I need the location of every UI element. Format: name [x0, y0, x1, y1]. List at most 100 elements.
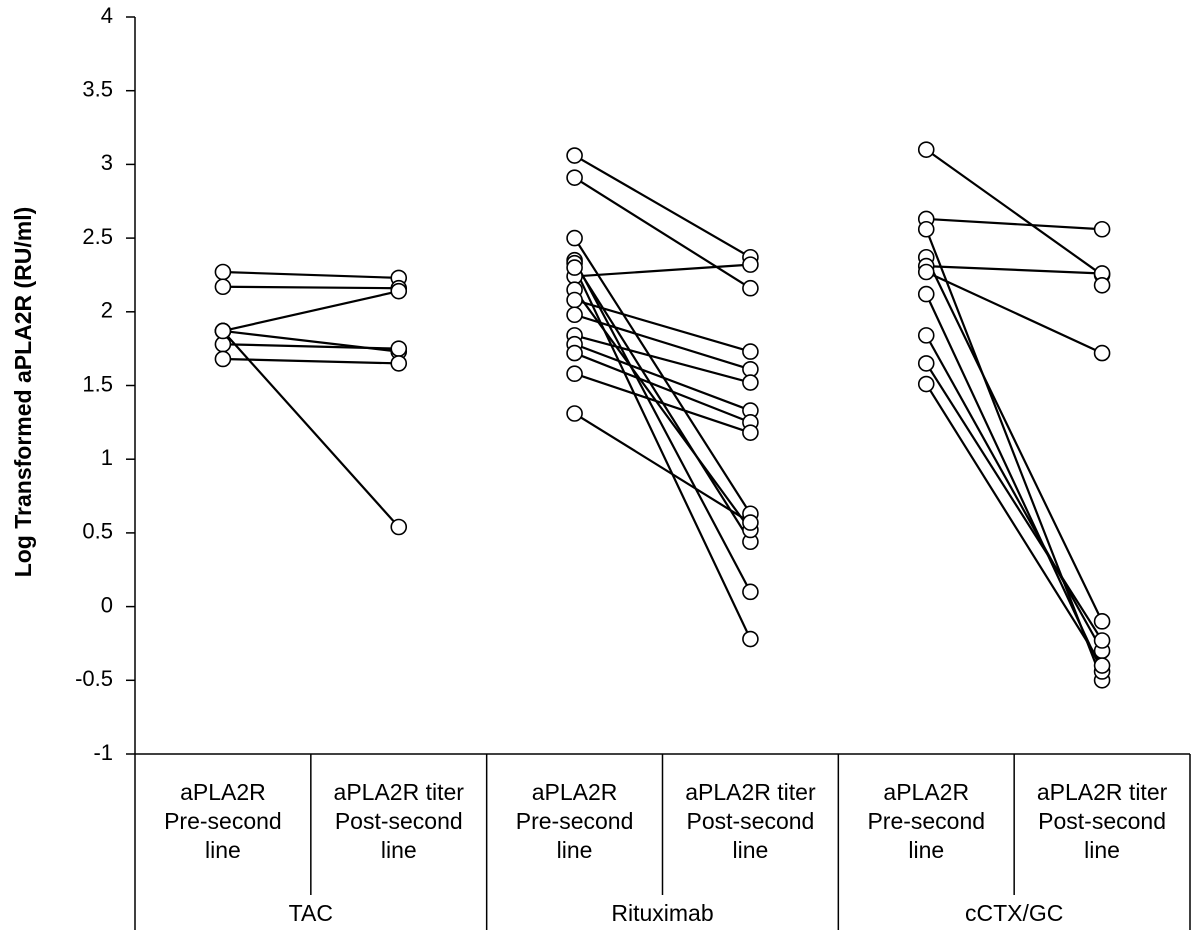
y-tick-label: 2.5	[82, 224, 113, 249]
x-category-label: line	[557, 837, 593, 863]
pair-line	[574, 352, 751, 424]
pre-point	[566, 259, 583, 276]
pre-point	[917, 327, 935, 344]
pair-line	[574, 412, 751, 524]
x-category-label: Pre-second	[516, 808, 634, 834]
x-category-label: aPLA2R titer	[334, 779, 465, 805]
y-tick-label: 1	[101, 445, 113, 470]
pre-point	[566, 306, 583, 324]
pair-line	[222, 270, 399, 279]
pre-point	[566, 344, 583, 362]
pre-point	[917, 355, 935, 372]
pair-line	[573, 289, 752, 531]
pre-point	[566, 229, 583, 247]
x-category-label: Post-second	[1038, 808, 1166, 834]
x-category-label: line	[908, 837, 944, 863]
post-point	[742, 583, 759, 601]
pair-line	[222, 357, 399, 365]
post-point	[1093, 220, 1111, 238]
pair-line	[925, 256, 1104, 622]
pair-line	[925, 362, 1104, 642]
x-category-label: aPLA2R titer	[1037, 779, 1168, 805]
post-point	[742, 514, 759, 531]
y-axis-title: Log Transformed aPLA2R (RU/ml)	[10, 207, 36, 578]
post-point	[390, 518, 408, 536]
pair-line	[925, 334, 1104, 652]
pre-point	[214, 322, 232, 340]
pair-line	[574, 372, 751, 434]
pair-line	[574, 334, 751, 384]
pair-line	[222, 290, 399, 333]
x-category-label: Post-second	[686, 808, 814, 834]
pair-line	[574, 263, 751, 278]
pair-lines	[222, 148, 1104, 681]
x-category-label: line	[205, 837, 241, 863]
x-group-label: Rituximab	[611, 900, 713, 926]
y-tick-label: 4	[101, 3, 113, 28]
pair-line	[925, 148, 1103, 276]
pre-point	[214, 350, 232, 368]
pair-line	[573, 259, 752, 593]
data-markers	[214, 141, 1111, 689]
pair-line	[222, 285, 399, 290]
y-tick-label: 1.5	[82, 371, 113, 396]
axes: -1 -0.5 0 0.5 1 1.5 2 2.5 3 3.5 4 aPLA2R Pre-second l…	[75, 3, 1191, 930]
pre-point	[917, 285, 935, 303]
x-category-label: line	[381, 837, 417, 863]
x-category-label: aPLA2R	[180, 779, 266, 805]
x-category-label: line	[733, 837, 769, 863]
post-point	[742, 630, 759, 648]
x-category-label: line	[1084, 837, 1120, 863]
pre-point	[566, 405, 583, 422]
x-group-label: cCTX/GC	[965, 900, 1063, 926]
post-point	[1093, 657, 1111, 674]
post-point	[390, 282, 408, 300]
x-category-label: aPLA2R	[883, 779, 969, 805]
pair-line	[926, 265, 1103, 275]
pair-line	[574, 343, 751, 412]
pair-line	[925, 293, 1104, 672]
y-axis-title-group: Log Transformed aPLA2R (RU/ml)	[10, 207, 36, 578]
y-tick-label: 3.5	[82, 77, 113, 102]
pre-point	[566, 291, 583, 309]
post-point	[742, 374, 759, 391]
pair-line	[222, 343, 399, 350]
x-category-label: Pre-second	[164, 808, 282, 834]
pre-point	[566, 147, 583, 164]
post-point	[390, 355, 408, 372]
pair-line	[574, 313, 751, 371]
post-point	[390, 340, 408, 357]
x-group-label: TAC	[289, 900, 333, 926]
x-category-label: Post-second	[335, 808, 463, 834]
post-point	[742, 256, 759, 273]
pair-line	[573, 237, 752, 515]
pair-line	[925, 271, 1103, 355]
pre-point	[566, 365, 583, 383]
post-point	[1093, 344, 1111, 362]
pair-line	[925, 383, 1104, 667]
pair-line	[574, 298, 751, 353]
pre-point	[917, 220, 935, 238]
y-tick-label: -0.5	[75, 666, 113, 691]
pair-line	[926, 217, 1103, 231]
post-point	[1093, 632, 1111, 649]
pair-line	[574, 154, 751, 259]
post-point	[1093, 276, 1111, 294]
pre-point	[214, 278, 232, 296]
x-category-label: aPLA2R titer	[685, 779, 816, 805]
y-tick-label: 0	[101, 592, 113, 617]
y-tick-label: 2	[101, 298, 113, 323]
pair-line	[573, 176, 752, 290]
pair-line	[925, 228, 1104, 681]
post-point	[742, 424, 759, 441]
pre-point	[214, 263, 232, 281]
post-point	[742, 279, 759, 297]
pair-line	[222, 330, 400, 528]
pre-point	[917, 141, 935, 158]
pre-point	[566, 169, 583, 186]
pre-point	[917, 375, 935, 393]
x-category-label: Pre-second	[867, 808, 985, 834]
y-tick-label: -1	[93, 740, 113, 765]
x-category-label: aPLA2R	[532, 779, 618, 805]
y-tick-label: 3	[101, 150, 113, 175]
